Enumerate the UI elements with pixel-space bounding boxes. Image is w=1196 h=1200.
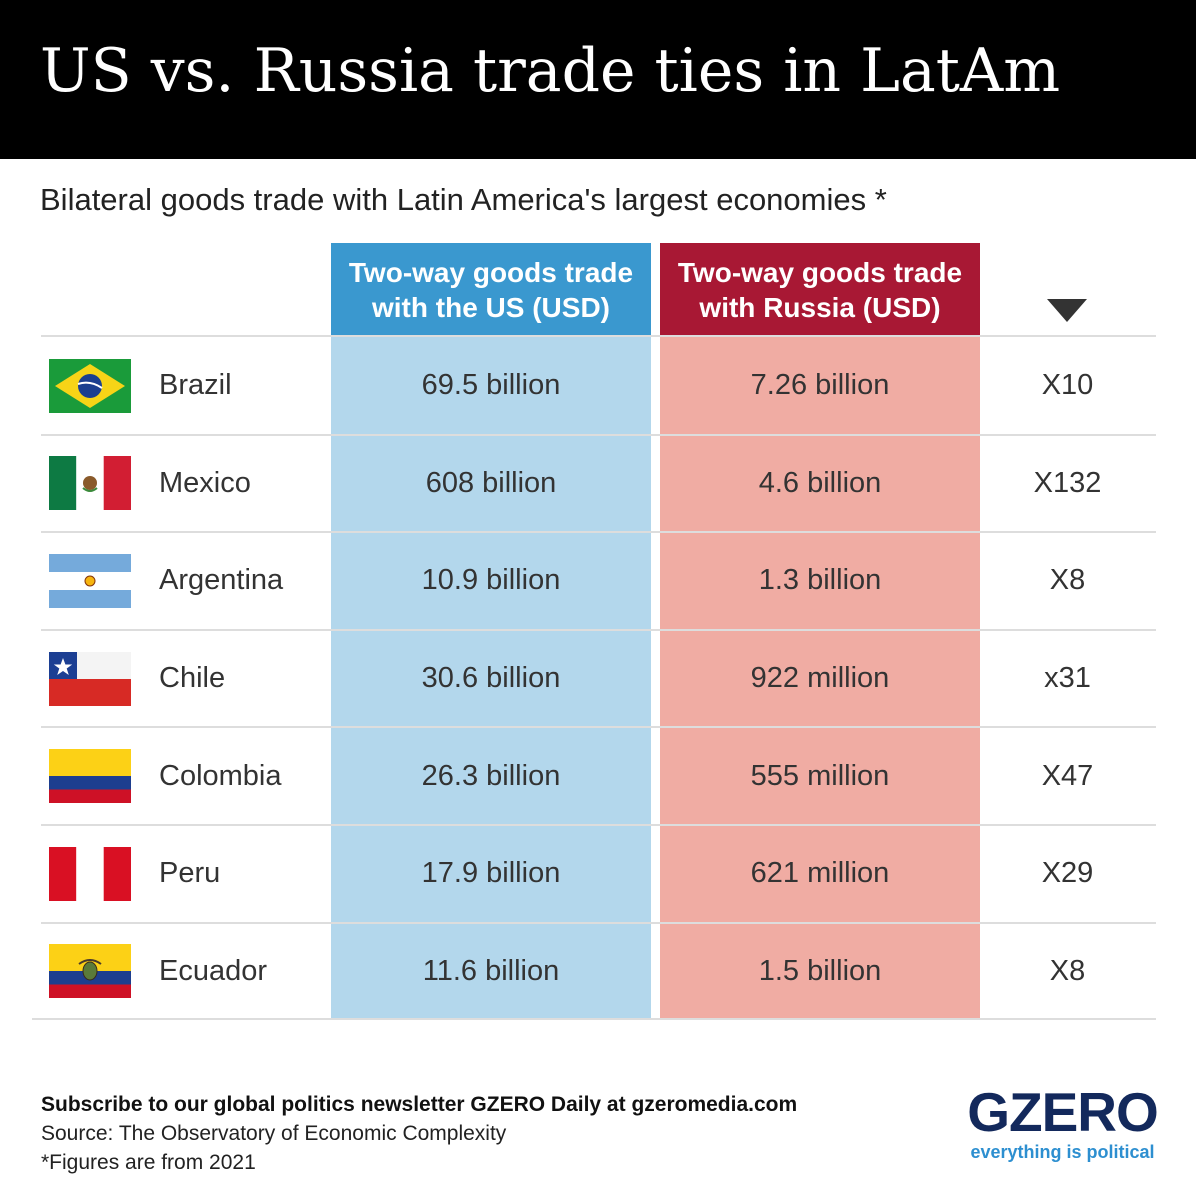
us-trade-value: 26.3 billion (421, 759, 561, 792)
trade-ratio: X47 (1041, 759, 1094, 792)
row-divider (41, 433, 1156, 436)
us-trade-value: 17.9 billion (421, 857, 561, 890)
country-name: Brazil (159, 369, 232, 402)
us-trade-value: 10.9 billion (421, 564, 561, 597)
row-divider (41, 628, 1156, 631)
peru-flag-icon (49, 846, 131, 901)
row-divider (41, 824, 1156, 826)
country-name: Mexico (159, 466, 251, 499)
country-name: Peru (159, 857, 221, 890)
us-trade-value: 69.5 billion (421, 369, 561, 402)
subtitle: Bilateral goods trade with Latin America… (40, 182, 887, 217)
us-trade-value: 30.6 billion (421, 662, 561, 695)
russia-trade-value: 555 million (750, 759, 890, 792)
trade-ratio: X10 (1041, 369, 1094, 402)
triangle-down-icon (1047, 299, 1087, 322)
footnote-text: *Figures are from 2021 (41, 1151, 256, 1174)
title-bar: US vs. Russia trade ties in LatAm (0, 0, 1196, 159)
us-column-background (331, 337, 651, 1019)
subscribe-text: Subscribe to our global politics newslet… (41, 1093, 798, 1116)
russia-column-header: Two-way goods trade with Russia (USD) (660, 243, 980, 336)
country-name: Ecuador (159, 954, 268, 987)
logo-tagline: everything is political (970, 1142, 1155, 1162)
russia-trade-value: 922 million (750, 662, 890, 695)
table-bottom-divider (32, 1018, 1156, 1020)
gzero-logo: GZERO everything is political (960, 1085, 1165, 1163)
russia-trade-value: 621 million (750, 857, 890, 890)
brazil-flag-icon (49, 358, 131, 413)
trade-ratio: X132 (1033, 466, 1102, 499)
country-name: Colombia (159, 759, 282, 792)
page-title: US vs. Russia trade ties in LatAm (40, 36, 1061, 106)
country-name: Argentina (159, 564, 284, 597)
row-divider (41, 531, 1156, 534)
source-text: Source: The Observatory of Economic Comp… (41, 1122, 507, 1145)
trade-ratio: X8 (1049, 954, 1086, 987)
ecuador-flag-icon (49, 944, 131, 999)
us-trade-value: 608 billion (425, 466, 557, 499)
trade-ratio: X29 (1041, 857, 1094, 890)
russia-trade-value: 1.3 billion (758, 564, 882, 597)
russia-trade-value: 4.6 billion (758, 466, 882, 499)
russia-trade-value: 7.26 billion (750, 369, 890, 402)
russia-column-background (660, 337, 980, 1019)
row-divider (41, 726, 1156, 729)
chile-flag-icon (49, 651, 131, 706)
header-divider (41, 335, 1156, 337)
trade-ratio: X8 (1049, 564, 1086, 597)
russia-trade-value: 1.5 billion (758, 954, 882, 987)
country-name: Chile (159, 662, 226, 695)
mexico-flag-icon (49, 456, 131, 511)
colombia-flag-icon (49, 749, 131, 804)
trade-ratio: x31 (1044, 662, 1091, 695)
logo-wordmark: GZERO (967, 1081, 1159, 1143)
us-column-header: Two-way goods trade with the US (USD) (331, 243, 651, 336)
us-trade-value: 11.6 billion (422, 954, 560, 987)
argentina-flag-icon (49, 554, 131, 608)
row-divider (41, 921, 1156, 924)
